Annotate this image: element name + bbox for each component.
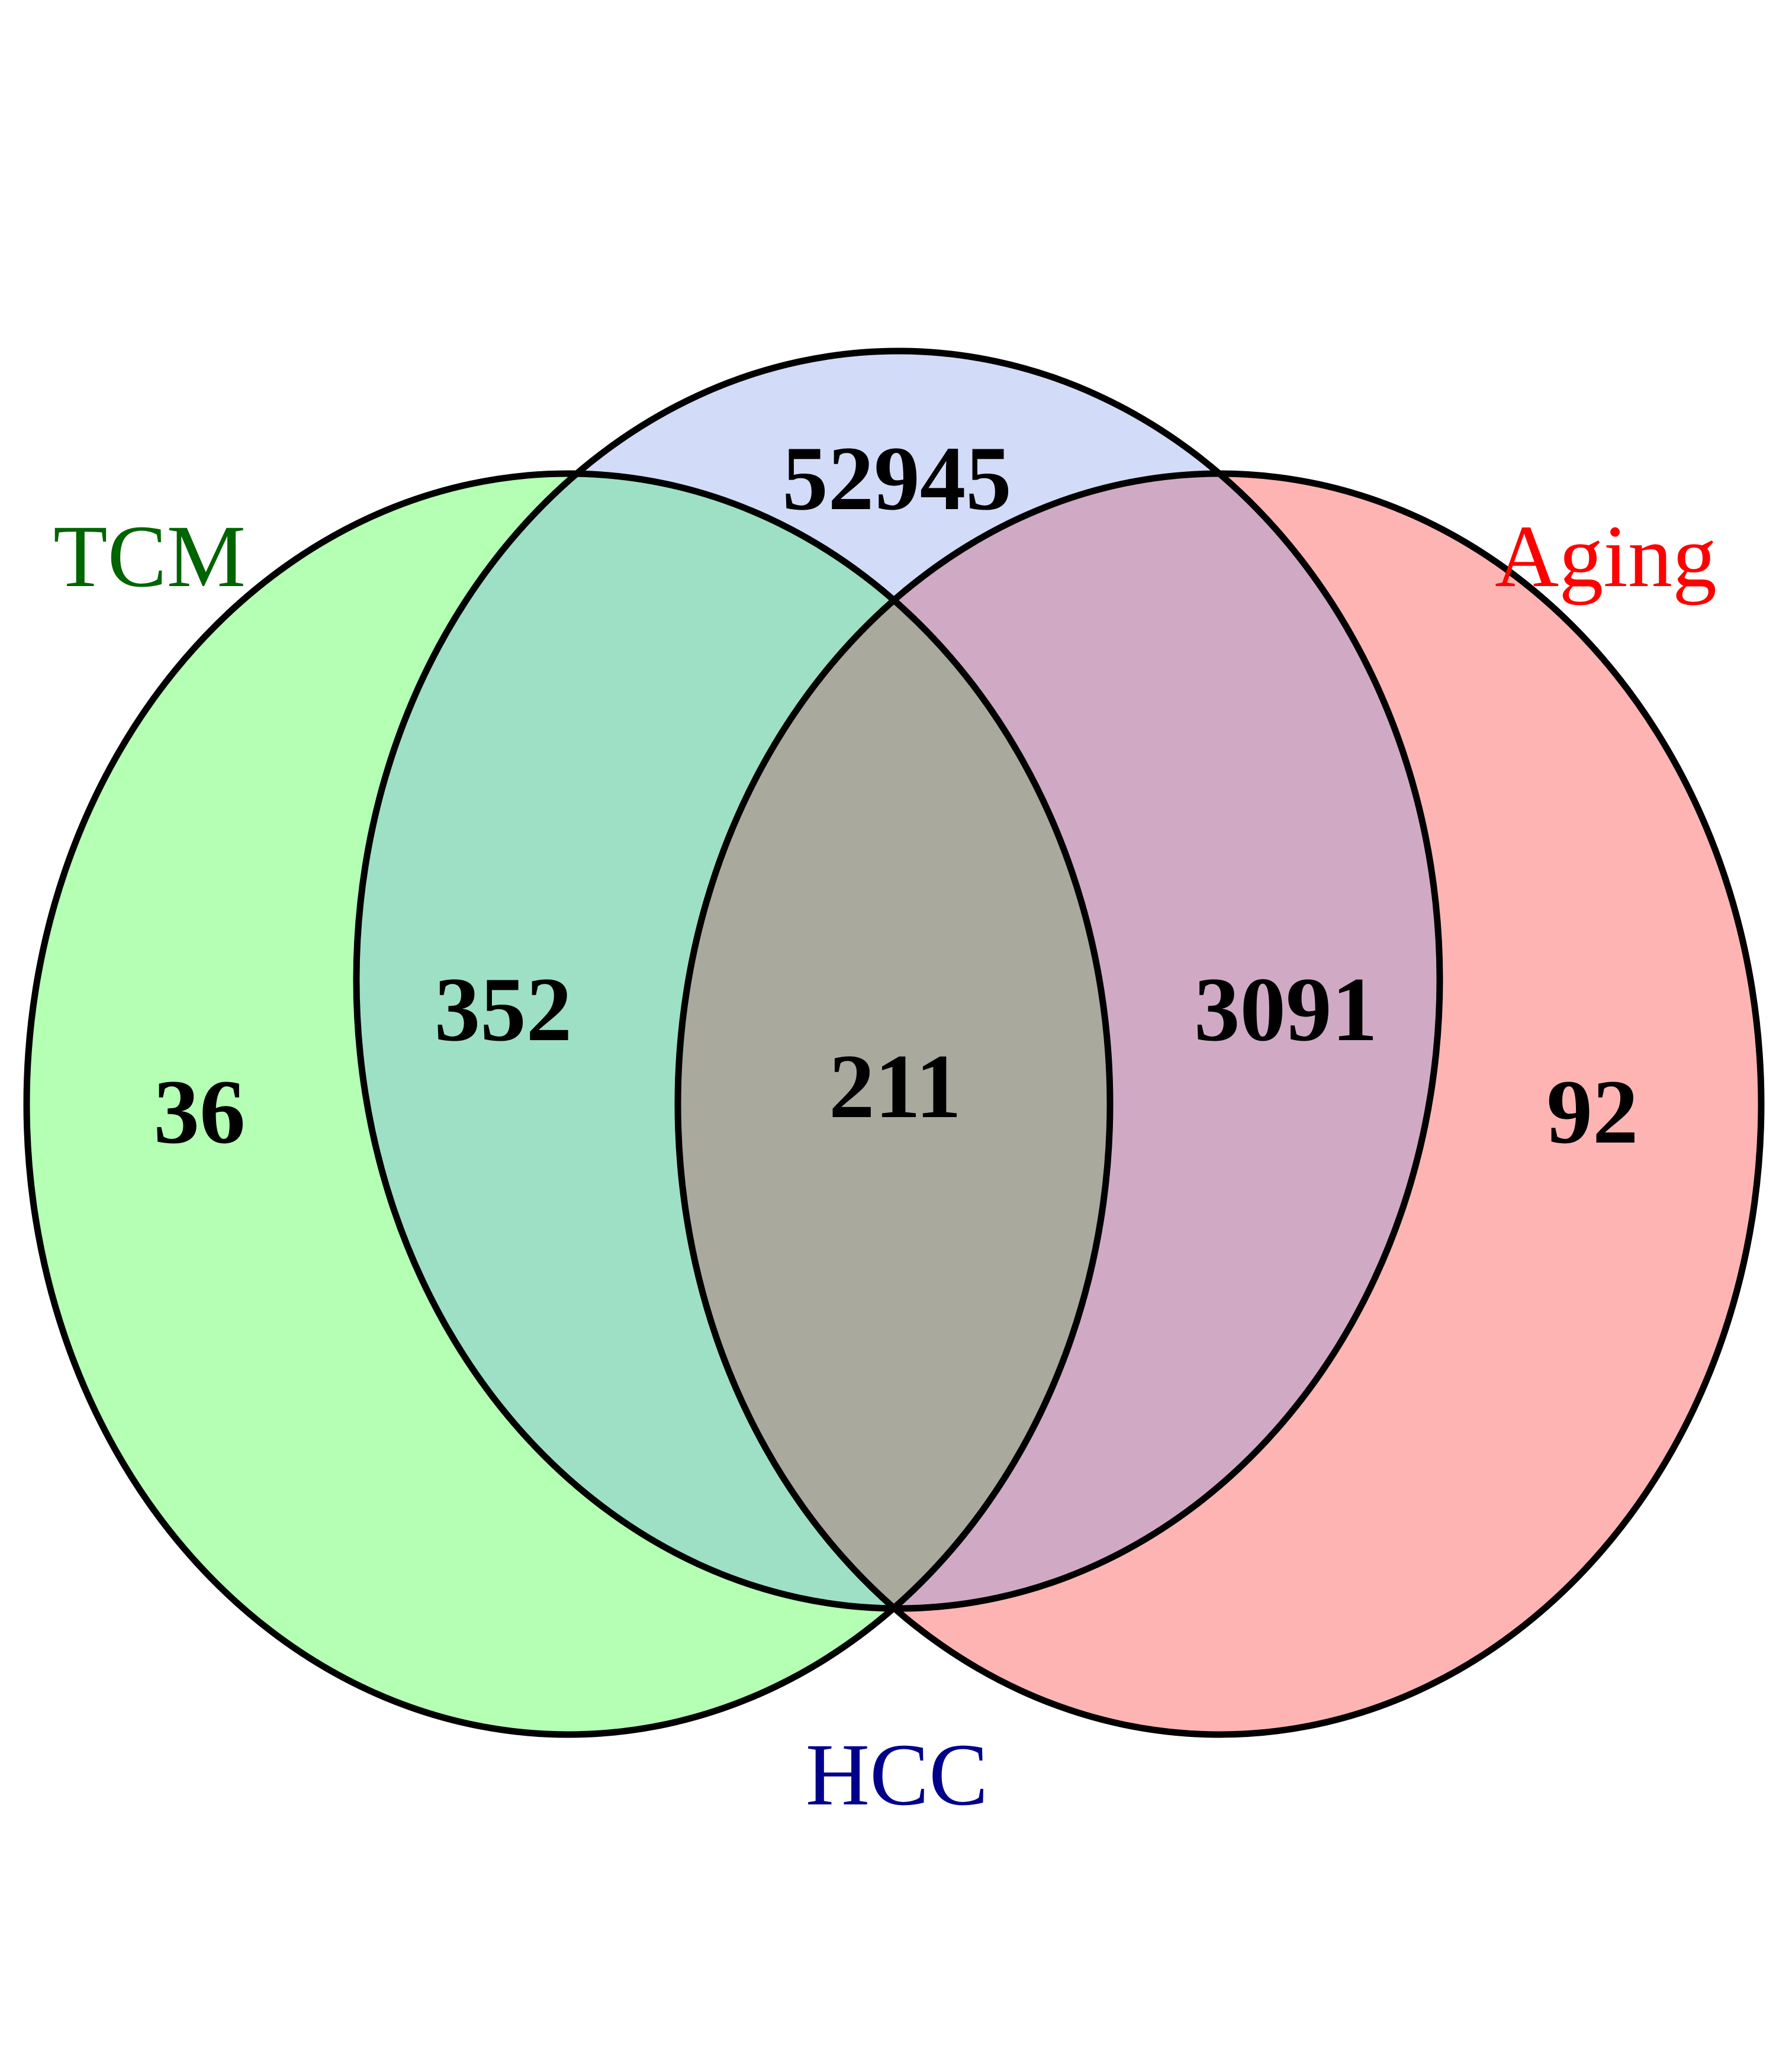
tcm-only-count: 36: [154, 1061, 246, 1163]
hcc-aging-count: 3091: [1194, 958, 1378, 1060]
tcm-hcc-aging-overlap: [678, 474, 1110, 1608]
tcm-circle-outline: [23, 470, 1114, 1738]
tcm-hcc-aging-count: 211: [829, 1035, 961, 1137]
aging-set-label: Aging: [1495, 507, 1717, 606]
hcc-circle-outline: [353, 348, 1443, 1612]
aging-only-count: 92: [1547, 1061, 1639, 1163]
tcm-set-label: TCM: [53, 507, 246, 606]
hcc-set-label: HCC: [806, 1726, 988, 1824]
hcc-only-count: 52945: [782, 427, 1012, 529]
tcm-hcc-count: 352: [435, 958, 572, 1060]
